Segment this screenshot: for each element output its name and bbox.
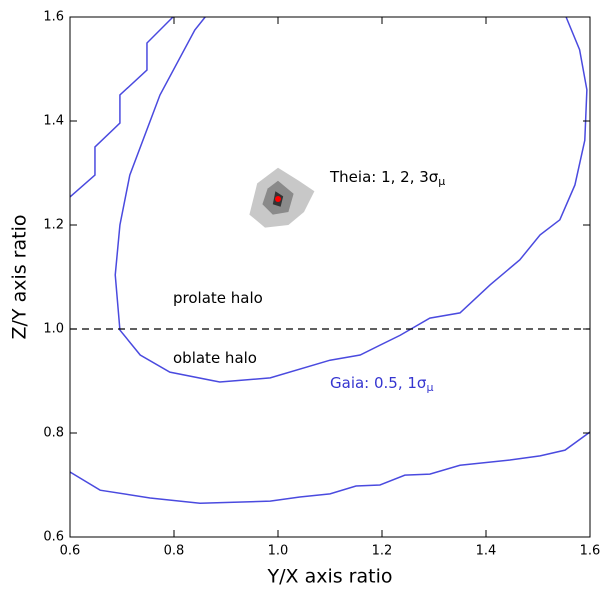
- annotation: Theia: 1, 2, 3σμ: [329, 168, 445, 189]
- annotation-subscript: μ: [438, 175, 445, 188]
- y-tick-label: 1.4: [43, 114, 64, 129]
- annotation: oblate halo: [173, 349, 257, 367]
- plot-frame: [69, 16, 591, 538]
- contour-line: [69, 16, 174, 198]
- annotation-text: oblate halo: [173, 349, 257, 367]
- x-tick-label: 1.6: [580, 544, 600, 559]
- y-tick-label: 0.8: [43, 426, 64, 441]
- point: [275, 196, 281, 202]
- annotation: Gaia: 0.5, 1σμ: [330, 374, 433, 395]
- annotation-text: Theia: 1, 2, 3σ: [329, 168, 439, 186]
- y-tick-label: 1.6: [43, 10, 64, 25]
- x-tick-label: 0.8: [164, 544, 185, 559]
- y-axis-label: Z/Y axis ratio: [9, 215, 31, 340]
- annotation: prolate halo: [173, 289, 263, 307]
- contour-line: [69, 431, 591, 504]
- y-tick-label: 0.6: [43, 530, 64, 545]
- x-tick-label: 0.6: [60, 544, 81, 559]
- x-tick-label: 1.4: [476, 544, 497, 559]
- annotation-subscript: μ: [426, 381, 433, 394]
- y-tick-label: 1.2: [43, 218, 64, 233]
- x-tick-label: 1.0: [268, 544, 289, 559]
- x-axis-label: Y/X axis ratio: [267, 566, 393, 588]
- x-tick-label: 1.2: [372, 544, 393, 559]
- annotation-text: Gaia: 0.5, 1σ: [330, 374, 427, 392]
- y-tick-label: 1.0: [43, 322, 64, 337]
- contour-line: [114, 16, 588, 383]
- annotation-text: prolate halo: [173, 289, 263, 307]
